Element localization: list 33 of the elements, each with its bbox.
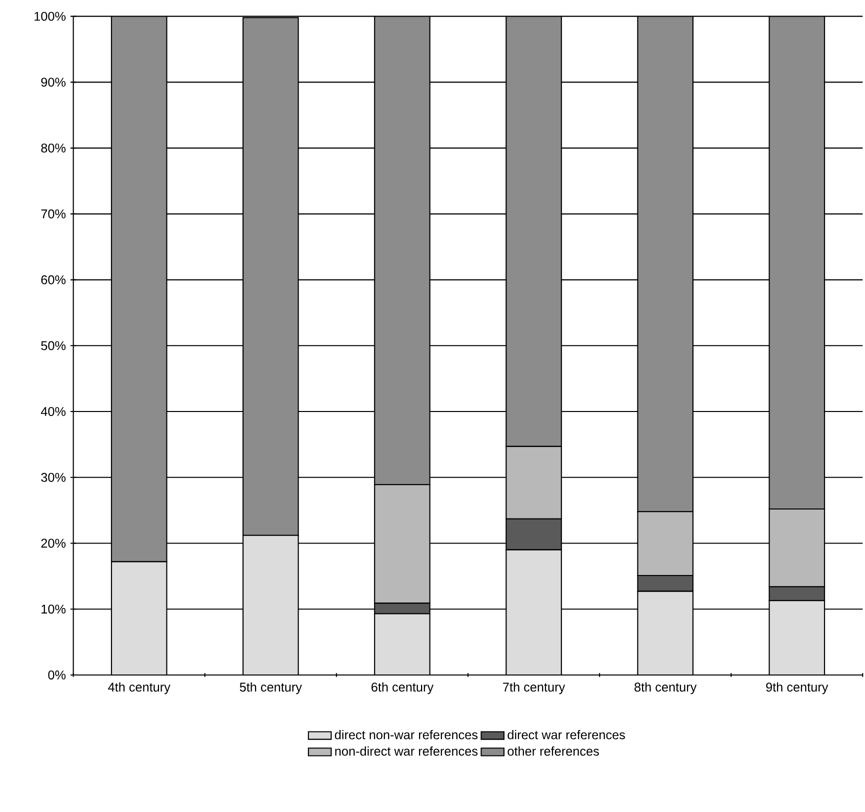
x-tick-label: 8th century [634,682,697,694]
bar [110,561,168,675]
bar [637,16,694,512]
bar [374,613,430,675]
y-tick-label: 30% [41,472,66,482]
bar [374,16,430,486]
bar [506,549,562,675]
y-tick-label: 80% [41,144,66,153]
y-tick-label: 70% [41,209,66,218]
y-tick-label: 20% [41,538,66,548]
x-tick-label: 6th century [372,682,434,694]
y-tick-label: 50% [41,341,66,350]
x-tick-label: 5th century [240,682,302,694]
bar [110,16,168,562]
y-tick-label: 10% [42,604,66,614]
x-tick-label: 9th century [766,682,828,694]
bar [242,534,299,675]
bar [506,16,562,447]
y-tick-label: 0% [48,670,66,680]
y-tick-label: 90% [41,78,66,87]
bar [768,16,826,510]
legend-label: other references [508,746,599,756]
x-tick-label: 7th century [503,682,566,694]
y-tick-label: 60% [41,275,66,284]
legend-label: direct non-war references [334,730,478,740]
y-tick-label: 40% [40,407,66,416]
bar [242,17,299,536]
y-tick-label: 100% [34,12,66,21]
legend-label: direct war references [508,730,625,740]
bar [768,600,826,675]
x-tick-label: 4th century [108,682,170,694]
bar [637,590,694,675]
legend-label: non-direct war references [335,746,478,756]
